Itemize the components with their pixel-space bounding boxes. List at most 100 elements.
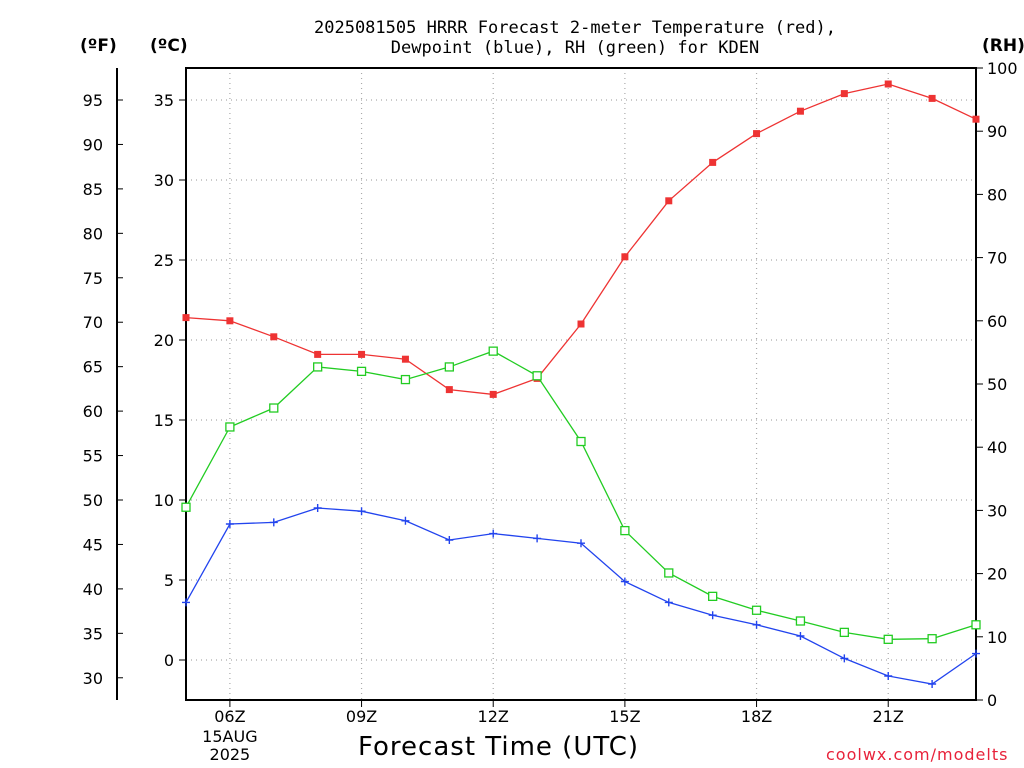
dewpoint-point bbox=[664, 598, 673, 607]
temperature-point bbox=[489, 390, 497, 398]
rh-tick-label: 80 bbox=[987, 185, 1007, 204]
temperature-point bbox=[753, 130, 761, 138]
temperature-point bbox=[972, 115, 980, 123]
temperature-point bbox=[358, 350, 366, 358]
dewpoint-point bbox=[182, 598, 190, 607]
rh-tick-label: 70 bbox=[987, 249, 1007, 268]
dewpoint-point bbox=[708, 611, 717, 620]
celsius-tick-label: 15 bbox=[154, 411, 174, 430]
dewpoint-point bbox=[313, 504, 322, 512]
rh-tick-label: 0 bbox=[987, 691, 997, 710]
dewpoint-point bbox=[269, 518, 278, 527]
dewpoint-point bbox=[577, 539, 585, 548]
rh-tick-label: 20 bbox=[987, 565, 1007, 584]
rh-point bbox=[356, 366, 367, 377]
rh-axis-unit: (RH) bbox=[982, 36, 1024, 56]
dewpoint-point bbox=[357, 507, 366, 516]
credit-link[interactable]: coolwx.com/modelts bbox=[826, 745, 1009, 764]
plot-frame bbox=[185, 67, 977, 701]
dewpoint-point bbox=[752, 620, 761, 629]
temperature-point bbox=[796, 107, 804, 115]
x-tick-label: 15Z bbox=[609, 707, 640, 726]
x-tick-date: 15AUG bbox=[202, 727, 257, 746]
fahrenheit-tick-label: 30 bbox=[83, 669, 103, 688]
rh-tick-label: 50 bbox=[987, 375, 1007, 394]
rh-line bbox=[185, 350, 977, 640]
rh-point bbox=[532, 371, 542, 381]
dewpoint-point bbox=[620, 577, 629, 586]
celsius-axis-unit: (ºC) bbox=[150, 36, 188, 56]
fahrenheit-tick-label: 35 bbox=[83, 624, 103, 643]
celsius-tick-label: 25 bbox=[154, 251, 174, 270]
rh-point bbox=[620, 525, 630, 536]
dewpoint-line bbox=[185, 507, 977, 685]
chart-title-line-2: Dewpoint (blue), RH (green) for KDEN bbox=[390, 38, 760, 58]
grid-lines bbox=[186, 68, 976, 700]
celsius-tick-label: 30 bbox=[154, 171, 174, 190]
x-tick-label: 12Z bbox=[478, 707, 509, 726]
rh-point bbox=[225, 422, 235, 432]
fahrenheit-tick-label: 80 bbox=[83, 224, 103, 243]
fahrenheit-tick-label: 70 bbox=[83, 313, 103, 332]
dewpoint-point bbox=[401, 516, 410, 525]
x-tick-label: 18Z bbox=[741, 707, 772, 726]
tick-labels: 0510152025303530354045505560657075808590… bbox=[83, 59, 1018, 764]
x-tick-year: 2025 bbox=[210, 745, 251, 764]
dewpoint-point bbox=[928, 680, 937, 688]
dewpoint-point bbox=[840, 654, 849, 663]
temperature-point bbox=[270, 333, 278, 341]
celsius-tick-label: 20 bbox=[154, 331, 174, 350]
temperature-point bbox=[928, 94, 936, 102]
rh-tick-label: 40 bbox=[987, 438, 1007, 457]
fahrenheit-tick-label: 75 bbox=[83, 269, 103, 288]
temperature-point bbox=[665, 197, 673, 205]
temperature-point bbox=[577, 320, 585, 328]
rh-tick-label: 90 bbox=[987, 122, 1007, 141]
rh-tick-label: 60 bbox=[987, 312, 1007, 331]
temperature-point bbox=[226, 317, 234, 325]
rh-tick-label: 10 bbox=[987, 628, 1007, 647]
celsius-tick-label: 10 bbox=[154, 491, 174, 510]
rh-point bbox=[400, 374, 411, 385]
x-tick-label: 06Z bbox=[214, 707, 245, 726]
fahrenheit-axis-unit: (ºF) bbox=[80, 36, 117, 56]
fahrenheit-tick-label: 45 bbox=[83, 535, 103, 554]
x-axis-label: Forecast Time (UTC) bbox=[358, 732, 640, 762]
rh-tick-label: 30 bbox=[987, 501, 1007, 520]
temperature-point bbox=[709, 158, 717, 166]
temperature-point bbox=[401, 355, 409, 363]
temperature-point bbox=[884, 80, 892, 88]
x-tick-label: 09Z bbox=[346, 707, 377, 726]
rh-point bbox=[927, 634, 937, 644]
fahrenheit-tick-label: 60 bbox=[83, 402, 103, 421]
fahrenheit-tick-label: 90 bbox=[83, 135, 103, 154]
rh-point bbox=[751, 605, 762, 615]
chart-series bbox=[181, 80, 981, 688]
chart-title-line-1: 2025081505 HRRR Forecast 2-meter Tempera… bbox=[314, 18, 836, 38]
temperature-point bbox=[314, 350, 322, 358]
rh-point bbox=[664, 568, 674, 578]
fahrenheit-tick-label: 55 bbox=[83, 447, 103, 466]
rh-point bbox=[444, 362, 454, 372]
chart-axes bbox=[116, 67, 983, 707]
temperature-point bbox=[445, 386, 453, 394]
rh-point bbox=[971, 620, 981, 630]
celsius-tick-label: 0 bbox=[164, 651, 174, 670]
fahrenheit-tick-label: 65 bbox=[83, 358, 103, 377]
dewpoint-point bbox=[445, 536, 454, 544]
dewpoint-point bbox=[796, 632, 805, 640]
celsius-tick-label: 35 bbox=[154, 91, 174, 110]
temperature-line bbox=[185, 83, 977, 396]
celsius-tick-label: 5 bbox=[164, 571, 174, 590]
fahrenheit-tick-label: 50 bbox=[83, 491, 103, 510]
temperature-point bbox=[840, 90, 848, 98]
dewpoint-point bbox=[489, 529, 498, 538]
x-tick-label: 21Z bbox=[873, 707, 904, 726]
dewpoint-point bbox=[972, 649, 980, 658]
rh-point bbox=[795, 616, 806, 626]
rh-tick-label: 100 bbox=[987, 59, 1018, 78]
dewpoint-point bbox=[884, 672, 893, 680]
temperature-point bbox=[621, 253, 629, 261]
rh-point bbox=[269, 403, 279, 413]
